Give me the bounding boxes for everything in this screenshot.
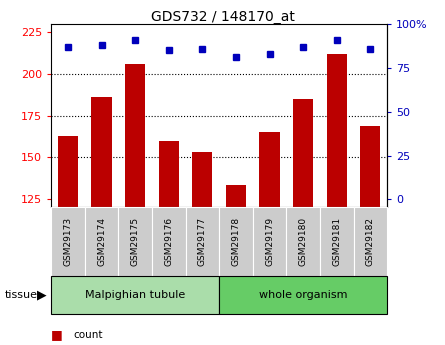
Text: ■: ■ [51, 328, 63, 341]
Bar [51, 207, 85, 276]
Text: GSM29177: GSM29177 [198, 217, 207, 266]
Text: ▶: ▶ [37, 288, 47, 302]
Text: GSM29181: GSM29181 [332, 217, 341, 266]
Bar [259, 132, 279, 207]
Text: GSM29176: GSM29176 [164, 217, 173, 266]
Text: whole organism: whole organism [259, 290, 348, 300]
Bar [353, 207, 387, 276]
Text: GSM29182: GSM29182 [366, 217, 375, 266]
Text: GSM29173: GSM29173 [64, 217, 73, 266]
Bar [293, 99, 313, 207]
Bar [192, 152, 212, 207]
Bar [85, 207, 118, 276]
Text: Malpighian tubule: Malpighian tubule [85, 290, 185, 300]
Bar [51, 276, 219, 314]
Bar [219, 276, 387, 314]
Text: GSM29175: GSM29175 [131, 217, 140, 266]
Text: GSM29178: GSM29178 [231, 217, 240, 266]
Text: tissue: tissue [4, 290, 37, 300]
Bar [360, 126, 380, 207]
Bar [320, 207, 354, 276]
Bar [327, 54, 347, 207]
Text: GSM29179: GSM29179 [265, 217, 274, 266]
Text: count: count [73, 330, 103, 339]
Bar [253, 207, 287, 276]
Text: GSM29174: GSM29174 [97, 217, 106, 266]
Bar [219, 207, 253, 276]
Bar [159, 140, 179, 207]
Bar [118, 207, 152, 276]
Text: GDS732 / 148170_at: GDS732 / 148170_at [150, 10, 295, 24]
Bar [186, 207, 219, 276]
Bar [125, 64, 145, 207]
Text: GSM29180: GSM29180 [299, 217, 307, 266]
Bar [92, 97, 112, 207]
Bar [152, 207, 186, 276]
Bar [287, 207, 320, 276]
Bar [226, 185, 246, 207]
Bar [58, 136, 78, 207]
